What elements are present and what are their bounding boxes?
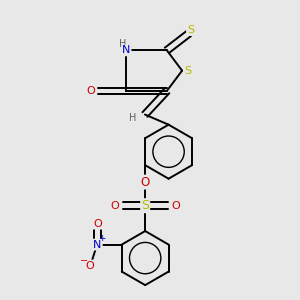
Text: O: O <box>86 260 94 271</box>
Text: S: S <box>187 25 194 35</box>
Text: S: S <box>141 199 149 212</box>
Text: S: S <box>184 66 192 76</box>
Text: N: N <box>122 45 130 56</box>
Text: −: − <box>80 256 88 266</box>
Text: H: H <box>129 113 137 123</box>
Text: H: H <box>119 39 127 49</box>
Text: N: N <box>93 240 102 250</box>
Text: +: + <box>98 234 105 243</box>
Text: O: O <box>93 219 102 229</box>
Text: O: O <box>171 201 180 211</box>
Text: O: O <box>110 201 119 211</box>
Text: O: O <box>141 176 150 189</box>
Text: O: O <box>86 86 95 96</box>
